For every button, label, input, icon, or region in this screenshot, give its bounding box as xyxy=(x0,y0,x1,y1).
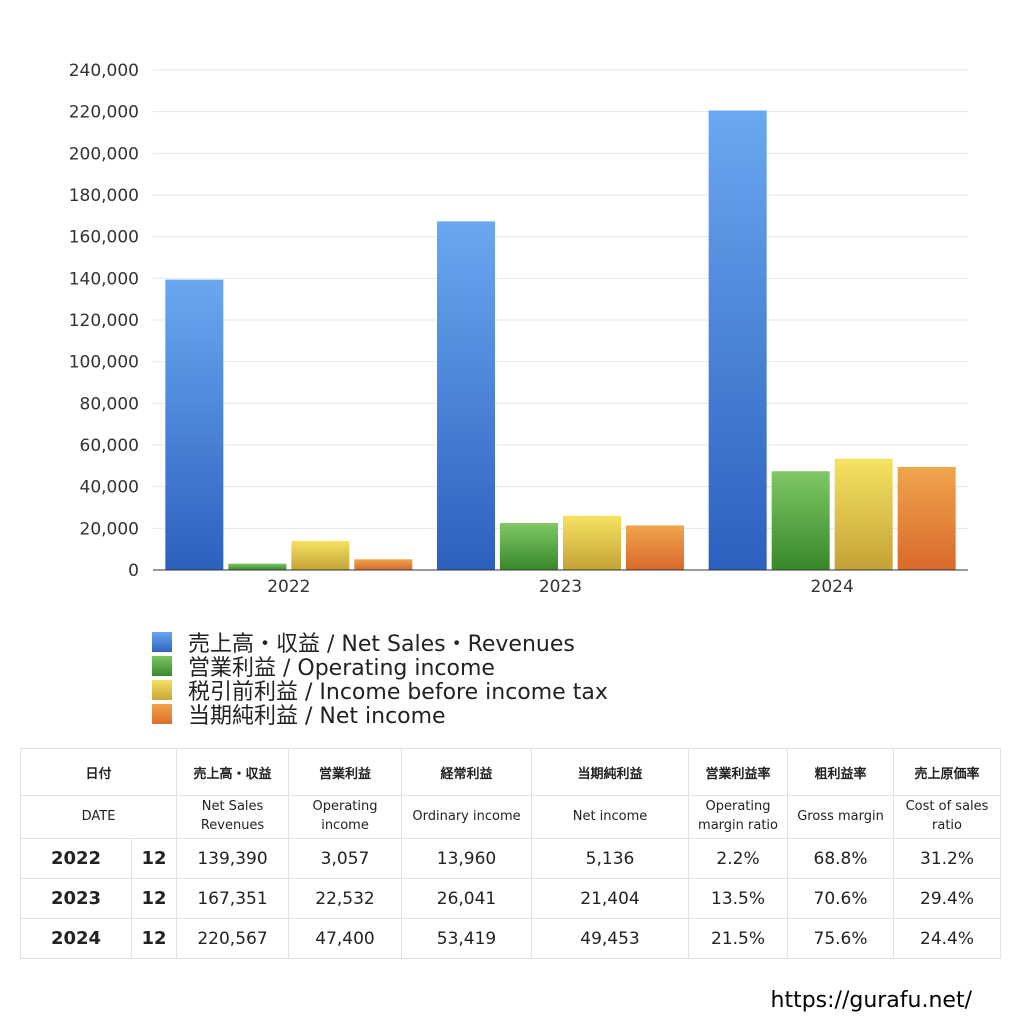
cell-ordinary-income: 13,960 xyxy=(401,838,533,879)
legend-item-net-income: 当期純利益 / Net income xyxy=(152,702,608,729)
header-row-ja: 日付 売上高・収益 営業利益 経常利益 当期純利益 営業利益率 粗利益率 売上原… xyxy=(19,748,1002,796)
header-cost-of-sales-en: Cost of sales ratio xyxy=(893,795,1002,839)
cell-net-income: 5,136 xyxy=(531,838,690,879)
y-tick-label: 120,000 xyxy=(69,311,139,331)
header-cost-of-sales-ja: 売上原価率 xyxy=(893,748,1002,796)
bar-chart: 0 20,000 40,000 60,000 80,000 100,000 120,000 1… xyxy=(69,61,968,597)
cell-gross-margin: 70.6% xyxy=(787,878,895,919)
legend-item-net-sales: 売上高・収益 / Net Sales・Revenues xyxy=(152,630,608,657)
legend-item-operating-income: 営業利益 / Operating income xyxy=(152,654,608,681)
cell-ordinary-income: 53,419 xyxy=(401,918,533,959)
y-tick-label: 200,000 xyxy=(69,144,139,164)
y-tick-label: 40,000 xyxy=(80,478,139,498)
bar-2024-series-0 xyxy=(708,110,767,571)
header-date-ja: 日付 xyxy=(19,748,178,796)
header-gross-margin-en: Gross margin xyxy=(787,795,895,839)
bar-2023-series-0 xyxy=(437,221,495,570)
bar-2022-series-3 xyxy=(354,559,413,570)
cell-year: 2023 xyxy=(20,878,132,919)
bar-2024-series-3 xyxy=(897,466,956,570)
y-tick-label: 140,000 xyxy=(69,269,139,289)
legend-label: 営業利益 / Operating income xyxy=(188,656,495,681)
cell-cost-of-sales: 29.4% xyxy=(893,878,1002,919)
bar-2023-series-3 xyxy=(626,525,684,570)
y-tick-label: 180,000 xyxy=(69,186,139,206)
y-tick-label: 60,000 xyxy=(80,436,139,456)
bar-2022-series-2 xyxy=(291,540,350,570)
legend-swatch xyxy=(152,680,172,700)
legend-swatch xyxy=(152,632,172,652)
bar-2023-series-2 xyxy=(563,515,621,570)
legend-swatch xyxy=(152,656,172,676)
y-tick-label: 100,000 xyxy=(69,353,139,373)
legend-label: 売上高・収益 / Net Sales・Revenues xyxy=(188,632,575,657)
bar-2023-series-1 xyxy=(500,523,558,570)
cell-net-income: 49,453 xyxy=(531,918,690,959)
bar-2024-series-2 xyxy=(834,458,893,570)
cell-operating-income: 22,532 xyxy=(288,878,403,919)
x-tick-label: 2022 xyxy=(267,577,310,597)
header-net-sales-ja: 売上高・収益 xyxy=(176,748,290,796)
cell-operating-margin: 13.5% xyxy=(688,878,789,919)
cell-gross-margin: 68.8% xyxy=(787,838,895,879)
legend-item-income-before-tax: 税引前利益 / Income before income tax xyxy=(152,678,608,705)
header-operating-margin-en: Operating margin ratio xyxy=(688,795,789,839)
cell-cost-of-sales: 31.2% xyxy=(893,838,1002,879)
header-net-income-en: Net income xyxy=(531,795,690,839)
chart-legend: 売上高・収益 / Net Sales・Revenues 営業利益 / Opera… xyxy=(152,630,608,729)
legend-swatch xyxy=(152,704,172,724)
cell-net-income: 21,404 xyxy=(531,878,690,919)
cell-net-sales: 167,351 xyxy=(176,878,290,919)
x-tick-label: 2024 xyxy=(811,577,854,597)
cell-operating-income: 3,057 xyxy=(288,838,403,879)
bar-2024-series-1 xyxy=(771,471,830,570)
cell-operating-income: 47,400 xyxy=(288,918,403,959)
x-tick-label: 2023 xyxy=(539,577,582,597)
y-tick-label: 80,000 xyxy=(80,394,139,414)
cell-operating-margin: 21.5% xyxy=(688,918,789,959)
legend-label: 税引前利益 / Income before income tax xyxy=(188,680,608,705)
cell-operating-margin: 2.2% xyxy=(688,838,789,879)
table-row: 2022 12 139,390 3,057 13,960 5,136 2.2% … xyxy=(20,838,1002,879)
y-tick-label: 20,000 xyxy=(80,519,139,539)
header-ordinary-income-ja: 経常利益 xyxy=(401,748,533,796)
header-date-en: DATE xyxy=(19,795,178,839)
cell-cost-of-sales: 24.4% xyxy=(893,918,1002,959)
header-net-sales-en: Net Sales Revenues xyxy=(176,795,290,839)
cell-month: 12 xyxy=(130,838,178,879)
cell-year: 2024 xyxy=(20,918,132,959)
cell-net-sales: 220,567 xyxy=(176,918,290,959)
financial-table: 日付 売上高・収益 営業利益 経常利益 当期純利益 営業利益率 粗利益率 売上原… xyxy=(19,748,1002,959)
bar-2022-series-1 xyxy=(228,563,287,570)
header-gross-margin-ja: 粗利益率 xyxy=(787,748,895,796)
header-operating-margin-ja: 営業利益率 xyxy=(688,748,789,796)
header-operating-income-en: Operating income xyxy=(288,795,403,839)
header-operating-income-ja: 営業利益 xyxy=(288,748,403,796)
site-url: https://gurafu.net/ xyxy=(770,988,973,1013)
header-ordinary-income-en: Ordinary income xyxy=(401,795,533,839)
bar-2022-series-0 xyxy=(165,279,224,570)
y-tick-label: 0 xyxy=(128,561,139,581)
axes: 0 20,000 40,000 60,000 80,000 100,000 120,000 1… xyxy=(69,61,968,597)
bars xyxy=(165,110,956,571)
cell-ordinary-income: 26,041 xyxy=(401,878,533,919)
y-tick-label: 240,000 xyxy=(69,61,139,81)
header-net-income-ja: 当期純利益 xyxy=(531,748,690,796)
cell-gross-margin: 75.6% xyxy=(787,918,895,959)
legend-label: 当期純利益 / Net income xyxy=(188,704,446,729)
table-row: 2023 12 167,351 22,532 26,041 21,404 13.… xyxy=(20,878,1002,919)
cell-net-sales: 139,390 xyxy=(176,838,290,879)
table-row: 2024 12 220,567 47,400 53,419 49,453 21.… xyxy=(20,918,1002,959)
y-tick-label: 160,000 xyxy=(69,228,139,248)
cell-year: 2022 xyxy=(20,838,132,879)
y-tick-label: 220,000 xyxy=(69,103,139,123)
cell-month: 12 xyxy=(130,878,178,919)
gridlines xyxy=(153,69,968,529)
cell-month: 12 xyxy=(130,918,178,959)
header-row-en: DATE Net Sales Revenues Operating income… xyxy=(19,795,1002,839)
